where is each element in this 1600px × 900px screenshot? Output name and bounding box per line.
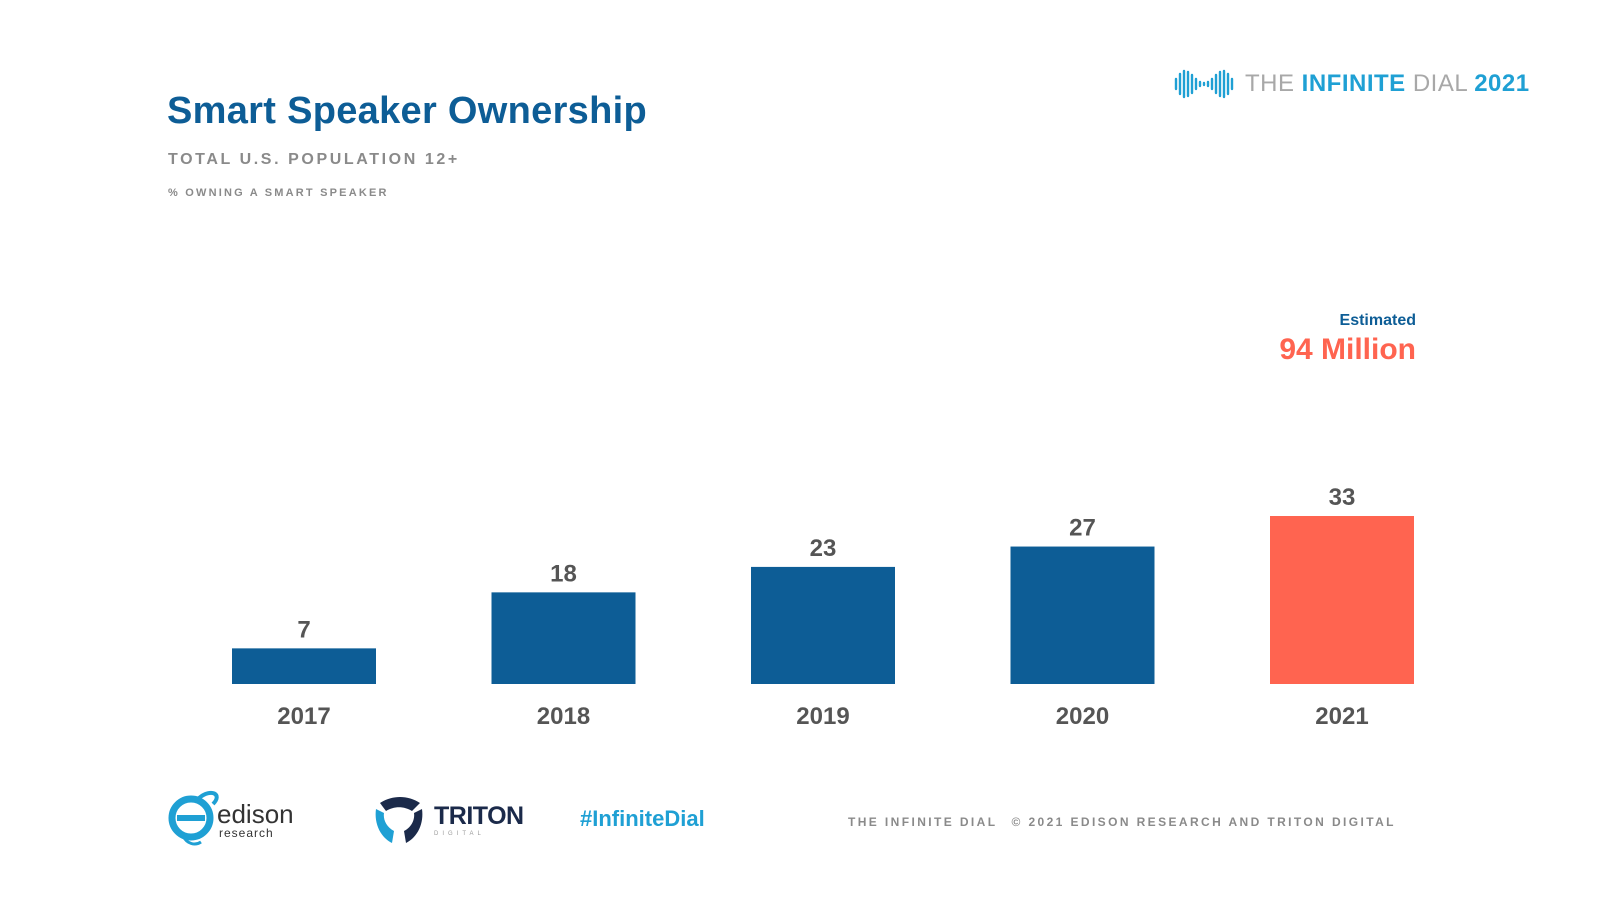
chart-subnote: % OWNING A SMART SPEAKER <box>168 187 389 199</box>
footer-credit-left: THE INFINITE DIAL <box>848 815 998 829</box>
bar-value-2018: 18 <box>550 560 577 587</box>
estimate-label: Estimated <box>1339 312 1416 329</box>
bar-2019 <box>751 566 895 684</box>
bar-2021 <box>1270 516 1414 684</box>
triton-digital-logo: TRITON DIGITAL <box>372 793 524 847</box>
brand-dial: DIAL <box>1412 70 1469 97</box>
triton-name: TRITON <box>434 801 524 830</box>
infinite-dial-logo-icon <box>1174 69 1234 99</box>
edison-sub: research <box>219 826 274 840</box>
bar-value-2020: 27 <box>1069 515 1096 542</box>
category-label-2020: 2020 <box>1056 703 1109 730</box>
page-title: Smart Speaker Ownership <box>167 90 647 132</box>
chart-subtitle: TOTAL U.S. POPULATION 12+ <box>168 151 460 168</box>
bar-2018 <box>491 592 636 684</box>
infinite-dial-brand: THE INFINITE DIAL 2021 <box>1173 66 1530 102</box>
bar-value-2021: 33 <box>1329 484 1356 511</box>
bar-2017 <box>232 648 376 684</box>
edison-name: edison <box>217 799 294 829</box>
estimate-callout: Estimated 94 Million <box>1279 312 1416 367</box>
brand-the: THE <box>1245 70 1295 97</box>
brand-infinite: INFINITE <box>1301 70 1406 97</box>
estimate-value: 94 Million <box>1279 333 1416 366</box>
brand-year: 2021 <box>1474 70 1530 97</box>
footer-credit: THE INFINITE DIAL © 2021 EDISON RESEARCH … <box>848 815 1396 829</box>
triton-sub: DIGITAL <box>434 830 485 837</box>
footer-credit-right: © 2021 EDISON RESEARCH AND TRITON DIGITA… <box>1011 815 1396 829</box>
category-label-2021: 2021 <box>1315 703 1368 730</box>
triton-logo-icon <box>375 797 423 843</box>
bar-2020 <box>1010 546 1155 684</box>
edison-logo-icon <box>168 790 219 846</box>
brand-wordmark: THE INFINITE DIAL 2021 <box>1245 70 1530 98</box>
edison-research-logo: edison research <box>167 790 294 850</box>
category-label-2018: 2018 <box>537 703 590 730</box>
bar-value-2019: 23 <box>810 535 837 562</box>
category-label-2017: 2017 <box>277 703 330 730</box>
category-label-2019: 2019 <box>796 703 849 730</box>
bar-value-2017: 7 <box>297 616 310 643</box>
hashtag: #InfiniteDial <box>580 806 705 831</box>
